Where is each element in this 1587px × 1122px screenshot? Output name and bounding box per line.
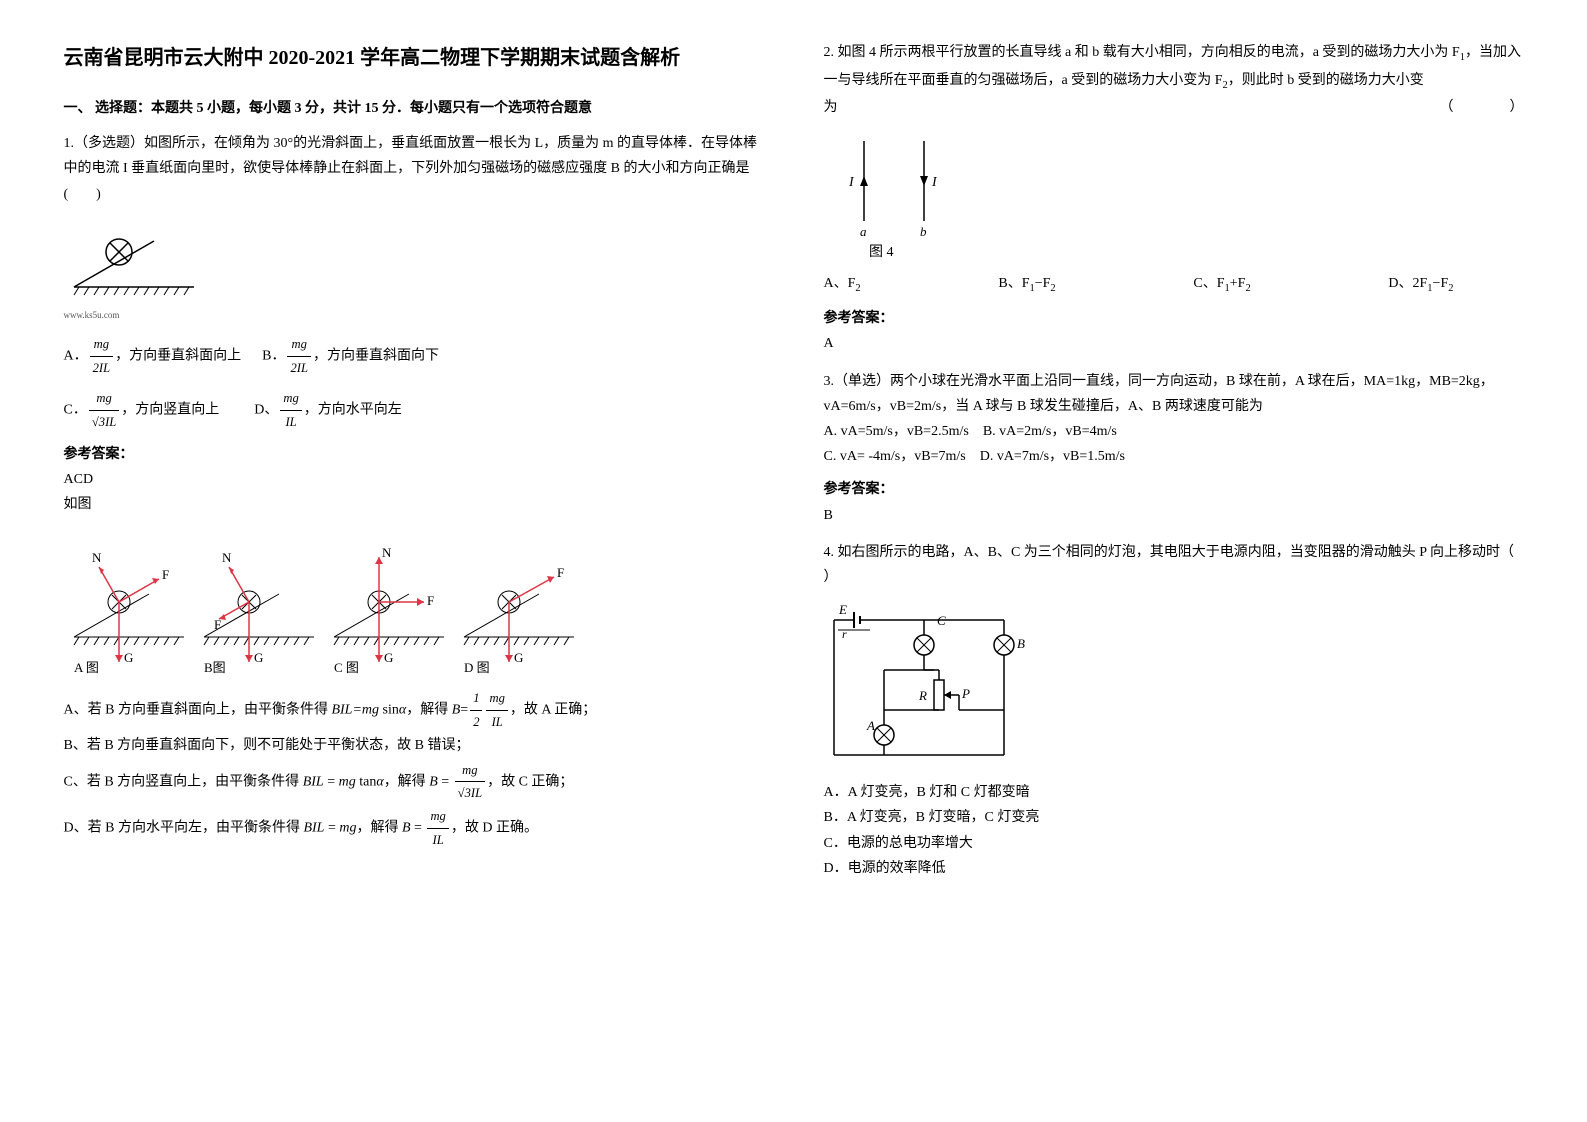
q3-stem: 3.（单选）两个小球在光滑水平面上沿同一直线，同一方向运动，B 球在前，A 球在… xyxy=(824,369,1524,419)
q2-opt-c: C、F1+F2 xyxy=(1193,271,1250,299)
q1-expld-end: ，故 D 正确。 xyxy=(451,820,538,835)
q1-explc-text: C、若 B 方向竖直向上，由平衡条件得 xyxy=(64,774,300,789)
label-F: F xyxy=(557,565,564,580)
q3-answer-label: 参考答案： xyxy=(824,477,1524,502)
q2-answer: A xyxy=(824,331,1524,356)
label-P: P xyxy=(961,686,970,701)
q1-explc-mid: ，解得 xyxy=(384,774,426,789)
q2-options: A、F2 B、F1−F2 C、F1+F2 D、2F1−F2 xyxy=(824,271,1454,299)
svg-text:I: I xyxy=(848,175,855,190)
q3-opta: A. vA=5m/s，vB=2.5m/s xyxy=(824,424,969,439)
q1-answer-label: 参考答案： xyxy=(64,442,764,467)
svg-text:b: b xyxy=(920,224,927,239)
q3-opts-ab: A. vA=5m/s，vB=2.5m/s B. vA=2m/s，vB=4m/s xyxy=(824,419,1524,444)
q1-explc-end: ，故 C 正确； xyxy=(487,774,573,789)
label-B: B xyxy=(1017,636,1025,651)
label-R: R xyxy=(918,688,927,703)
q1-answer: ACD xyxy=(64,467,764,492)
figure-source-url: www.ks5u.com xyxy=(64,307,764,323)
label-G: G xyxy=(124,650,133,665)
q1-expl-d: D、若 B 方向水平向左，由平衡条件得 BIL = mg，解得 B = mgIL… xyxy=(64,805,764,851)
label-G: G xyxy=(384,650,393,665)
fig-a-label: A 图 xyxy=(74,660,99,675)
q4-opt-d: D．电源的效率降低 xyxy=(824,856,1524,881)
parallel-wires-svg: I a I b 图 4 xyxy=(824,131,964,261)
q2-stem-line2: 为 （ ） xyxy=(824,95,1524,120)
svg-text:I: I xyxy=(931,175,938,190)
q4-stem: 4. 如右图所示的电路，A、B、C 为三个相同的灯泡，其电阻大于电源内阻，当变阻… xyxy=(824,540,1524,590)
label-E: E xyxy=(838,602,847,617)
q2-figure: I a I b 图 4 xyxy=(824,131,1524,261)
q2-opt-a: A、F2 xyxy=(824,271,861,299)
label-N: N xyxy=(222,550,232,565)
q3-optc: C. vA= -4m/s，vB=7m/s xyxy=(824,449,966,464)
q1-optc-text: ，方向竖直向上 xyxy=(121,403,219,418)
q1-option-a: A．mg2IL，方向垂直斜面向上 B．mg2IL，方向垂直斜面向下 xyxy=(64,333,764,379)
q1-optb-text: ，方向垂直斜面向下 xyxy=(313,348,439,363)
label-r: r xyxy=(842,627,847,641)
question-1: 1.（多选题）如图所示，在倾角为 30°的光滑斜面上，垂直纸面放置一根长为 L，… xyxy=(64,131,764,851)
label-F: F xyxy=(427,593,434,608)
incline-svg xyxy=(64,217,214,307)
q2-stem-a: 2. 如图 4 所示两根平行放置的长直导线 a 和 b 载有大小相同，方向相反的… xyxy=(824,45,1460,60)
q1-explanation-figures: N F G A 图 N xyxy=(64,527,764,677)
page-title: 云南省昆明市云大附中 2020-2021 学年高二物理下学期期末试题含解析 xyxy=(64,40,764,76)
q4-opt-a: A．A 灯变亮，B 灯和 C 灯都变暗 xyxy=(824,780,1524,805)
q3-optd: D. vA=7m/s，vB=1.5m/s xyxy=(980,449,1125,464)
q4-figure: E r C B xyxy=(824,600,1524,770)
q1-expld-mid: ，解得 xyxy=(356,820,398,835)
q2-opt-b: B、F1−F2 xyxy=(998,271,1055,299)
section-header: 一、 选择题：本题共 5 小题，每小题 3 分，共计 15 分．每小题只有一个选… xyxy=(64,96,764,121)
q1-expl-b: B、若 B 方向垂直斜面向下，则不可能处于平衡状态，故 B 错误； xyxy=(64,733,764,758)
q1-expla-end: ，故 A 正确； xyxy=(510,703,596,718)
q1-expla-text: A、若 B 方向垂直斜面向上，由平衡条件得 xyxy=(64,703,328,718)
four-diagrams-svg: N F G A 图 N xyxy=(64,527,584,677)
q2-answer-label: 参考答案： xyxy=(824,306,1524,331)
fig4-label: 图 4 xyxy=(869,245,894,260)
q1-optd-text: ，方向水平向左 xyxy=(304,403,402,418)
question-4: 4. 如右图所示的电路，A、B、C 为三个相同的灯泡，其电阻大于电源内阻，当变阻… xyxy=(824,540,1524,881)
label-N: N xyxy=(92,550,102,565)
q1-opta-text: ，方向垂直斜面向上 xyxy=(115,348,241,363)
q3-answer: B xyxy=(824,503,1524,528)
label-G: G xyxy=(254,650,263,665)
label-G: G xyxy=(514,650,523,665)
q1-stem: 1.（多选题）如图所示，在倾角为 30°的光滑斜面上，垂直纸面放置一根长为 L，… xyxy=(64,131,764,207)
q1-option-c: C．mg√3IL，方向竖直向上 D、mgIL，方向水平向左 xyxy=(64,387,764,433)
q2-stem-c: ，则此时 b 受到的磁场力大小变 xyxy=(1228,73,1424,88)
q1-expl-intro: 如图 xyxy=(64,492,764,517)
q4-opt-c: C．电源的总电功率增大 xyxy=(824,831,1524,856)
fig-b-label: B图 xyxy=(204,660,226,675)
circuit-svg: E r C B xyxy=(824,600,1044,770)
q1-expla-mid: ，解得 xyxy=(406,703,448,718)
q3-opts-cd: C. vA= -4m/s，vB=7m/s D. vA=7m/s，vB=1.5m/… xyxy=(824,444,1524,469)
q1-expl-a: A、若 B 方向垂直斜面向上，由平衡条件得 BIL=mg sinα，解得 B=1… xyxy=(64,687,764,733)
q2-paren: （ ） xyxy=(1440,95,1524,120)
q3-optb: B. vA=2m/s，vB=4m/s xyxy=(983,424,1117,439)
label-N: N xyxy=(382,545,392,560)
fig-d-label: D 图 xyxy=(464,660,490,675)
svg-text:a: a xyxy=(860,224,867,239)
question-3: 3.（单选）两个小球在光滑水平面上沿同一直线，同一方向运动，B 球在前，A 球在… xyxy=(824,369,1524,528)
q1-expld-text: D、若 B 方向水平向左，由平衡条件得 xyxy=(64,820,300,835)
label-A: A xyxy=(866,718,875,733)
label-F: F xyxy=(214,617,221,632)
q1-expl-c: C、若 B 方向竖直向上，由平衡条件得 BIL = mg tanα，解得 B =… xyxy=(64,759,764,805)
question-2: 2. 如图 4 所示两根平行放置的长直导线 a 和 b 载有大小相同，方向相反的… xyxy=(824,40,1524,357)
q4-opt-b: B．A 灯变亮，B 灯变暗，C 灯变亮 xyxy=(824,805,1524,830)
label-F: F xyxy=(162,567,169,582)
q2-stem-d: 为 xyxy=(824,95,838,120)
q1-figure-incline: www.ks5u.com xyxy=(64,217,764,323)
q2-stem: 2. 如图 4 所示两根平行放置的长直导线 a 和 b 载有大小相同，方向相反的… xyxy=(824,40,1524,95)
q2-opt-d: D、2F1−F2 xyxy=(1388,271,1453,299)
fig-c-label: C 图 xyxy=(334,660,359,675)
